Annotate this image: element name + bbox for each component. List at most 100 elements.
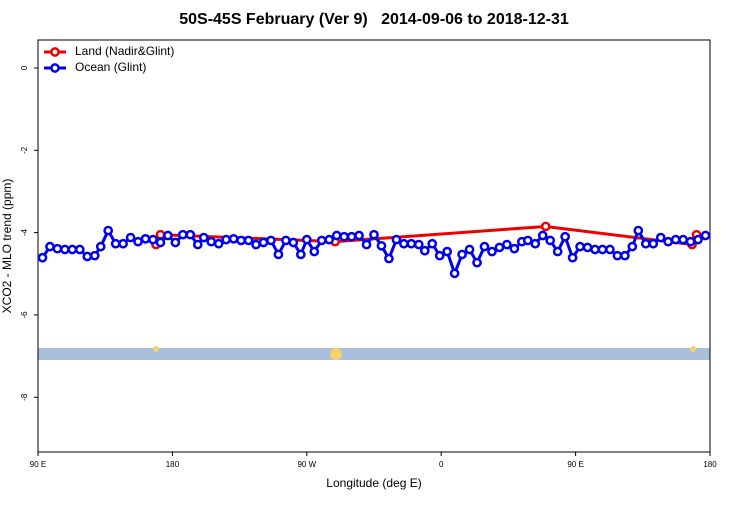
data-point [406, 238, 417, 249]
data-point [45, 241, 55, 252]
data-point [198, 232, 209, 243]
data-point [384, 253, 394, 264]
data-point [228, 233, 239, 244]
data-point [243, 235, 254, 246]
data-point [575, 241, 585, 252]
data-point [258, 237, 269, 248]
data-point [52, 243, 63, 254]
coverage-dot [690, 346, 696, 352]
data-point [118, 238, 128, 249]
legend-marker [50, 63, 60, 73]
data-point [148, 234, 158, 245]
data-point [316, 235, 327, 246]
data-point [236, 235, 246, 246]
data-point [552, 246, 563, 257]
data-point [110, 238, 121, 249]
data-point [597, 244, 608, 255]
data-point [309, 246, 320, 257]
data-point [442, 246, 453, 257]
chart-title: 50S-45S February (Ver 9) 2014-09-06 to 2… [179, 11, 569, 28]
x-tick-label: 180 [703, 460, 717, 469]
data-point [655, 232, 666, 243]
legend-label: Land (Nadir&Glint) [75, 44, 174, 58]
data-point [206, 236, 217, 247]
coverage-dot [153, 346, 159, 352]
x-tick-label: 90 E [30, 460, 46, 469]
data-point [155, 237, 166, 248]
data-point [82, 251, 93, 262]
data-point [678, 234, 688, 245]
data-point [301, 234, 312, 245]
x-tick-label: 180 [166, 460, 180, 469]
x-axis-label: Longitude (deg E) [326, 476, 421, 490]
data-point [540, 221, 551, 232]
y-tick-label: -6 [20, 311, 29, 319]
data-point [170, 237, 181, 248]
data-point [700, 230, 711, 241]
data-point [449, 268, 460, 279]
data-point [464, 244, 475, 255]
data-point [605, 244, 615, 255]
data-point [266, 235, 276, 246]
data-point [95, 241, 106, 252]
data-point [494, 242, 505, 253]
data-point [612, 250, 623, 261]
data-point [537, 230, 548, 241]
data-point [295, 249, 306, 260]
data-point [648, 238, 659, 249]
data-point [331, 230, 342, 241]
legend-label: Ocean (Glint) [75, 60, 146, 74]
data-point [140, 233, 151, 244]
data-point [427, 238, 438, 249]
data-point [192, 239, 203, 250]
data-point [693, 234, 703, 245]
data-point [163, 230, 173, 241]
data-point [369, 229, 379, 240]
data-point [530, 238, 541, 249]
data-point [399, 238, 409, 249]
legend-marker [50, 47, 60, 57]
data-point [346, 231, 357, 242]
data-point [633, 225, 644, 236]
data-point [582, 242, 593, 253]
plot-frame [37, 39, 711, 453]
data-point [361, 239, 372, 250]
data-point [288, 237, 299, 248]
coverage-band [38, 348, 710, 360]
data-point [339, 231, 349, 242]
y-tick-label: -2 [20, 146, 29, 154]
data-point [413, 239, 424, 250]
data-point [221, 234, 232, 245]
y-tick-label: 0 [20, 65, 29, 70]
data-point [487, 246, 497, 257]
x-tick-label: 0 [439, 460, 444, 469]
data-point [391, 234, 402, 245]
data-point [273, 249, 284, 260]
data-point [670, 234, 681, 245]
x-tick-label: 90 E [567, 460, 583, 469]
data-point [522, 235, 533, 246]
data-point [545, 235, 556, 246]
y-tick-label: -4 [20, 229, 29, 237]
x-tick-label: 90 W [297, 460, 316, 469]
y-axis-label: XCO2 - MLO trend (ppm) [0, 179, 14, 314]
data-point [509, 243, 520, 254]
data-point [479, 241, 490, 252]
data-point [376, 240, 387, 251]
data-point [620, 250, 630, 261]
data-point [213, 238, 224, 249]
data-point [627, 241, 638, 252]
data-point [434, 250, 445, 261]
data-point [281, 235, 291, 246]
data-point [67, 244, 78, 255]
data-point [178, 229, 188, 240]
data-point [155, 229, 166, 240]
data-point [103, 225, 114, 236]
data-point [125, 232, 136, 243]
data-point [502, 239, 512, 250]
data-point [457, 249, 467, 260]
data-point [560, 231, 570, 242]
data-point [89, 250, 100, 261]
coverage-dot [330, 348, 342, 360]
